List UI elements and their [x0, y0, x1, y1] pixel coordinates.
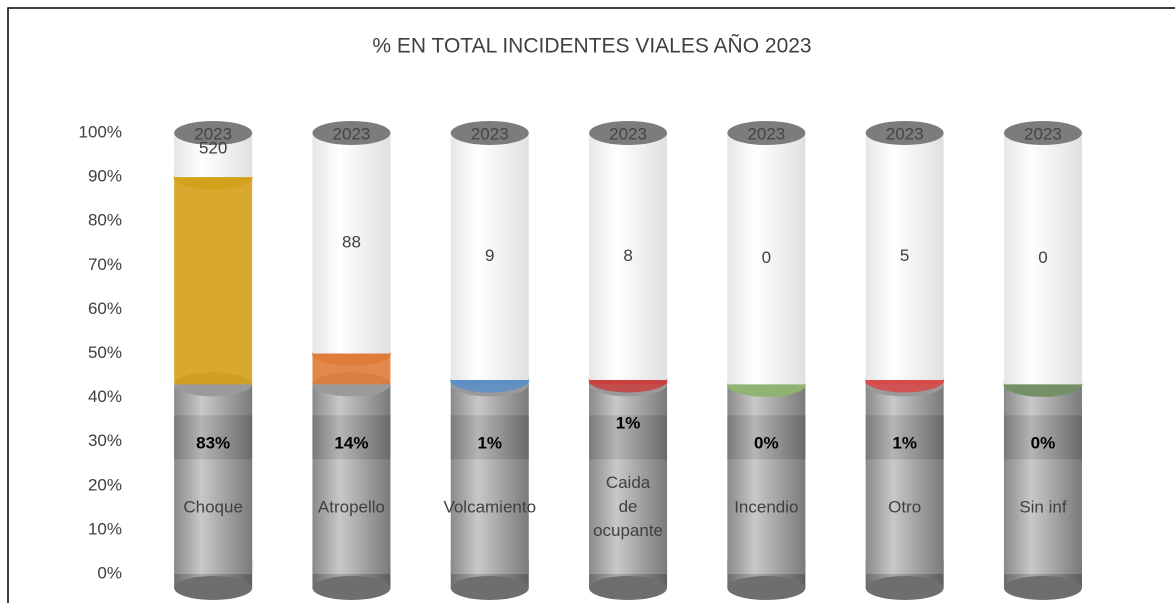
bar-cap [589, 121, 668, 145]
x-tick-label: Choque [183, 497, 243, 516]
bar-segment [589, 372, 668, 574]
y-tick-label: 10% [88, 519, 122, 538]
y-tick-label: 40% [88, 387, 122, 406]
pct-label: 0% [1031, 433, 1056, 452]
y-tick-label: 60% [88, 299, 122, 318]
bar-body [450, 384, 529, 574]
bar-segment [727, 121, 806, 385]
bar-segment [173, 164, 253, 385]
count-label: 520 [199, 139, 227, 158]
bar-segment [727, 372, 806, 574]
count-label: 8 [623, 246, 632, 265]
chart-title: % EN TOTAL INCIDENTES VIALES AÑO 2023 [372, 34, 811, 58]
bar-body [865, 133, 944, 380]
y-tick-label: 90% [88, 167, 122, 186]
bar-body [589, 133, 668, 380]
bar-band [450, 415, 529, 460]
bar-body [312, 133, 391, 354]
x-tick-label: Sin inf [1019, 497, 1067, 516]
bar-cap [450, 121, 529, 145]
y-tick-label: 30% [88, 431, 122, 450]
count-label: 9 [485, 246, 494, 265]
cylinder-base-cap [450, 576, 529, 600]
pct-label: 1% [616, 414, 641, 433]
cylinder-base-cap [312, 576, 391, 600]
bar-body [174, 384, 253, 574]
x-tick-label: Atropello [318, 497, 385, 516]
x-tick-label-line: de [619, 497, 638, 516]
bar-segment [865, 372, 944, 574]
bar-body [312, 384, 391, 574]
top-label: 2023 [747, 124, 785, 143]
bar-segment [312, 121, 391, 354]
top-label: 2023 [333, 124, 371, 143]
bar-segment [174, 121, 253, 178]
bar-body [174, 177, 253, 385]
pct-label: 14% [334, 433, 368, 452]
pct-label: 0% [754, 433, 779, 452]
y-tick-label: 20% [88, 475, 122, 494]
cylinder-base-cap [727, 576, 806, 600]
bar-body [1003, 133, 1082, 385]
count-label: 0 [762, 248, 771, 267]
top-label: 2023 [471, 124, 509, 143]
y-tick-label: 0% [97, 563, 122, 582]
top-label: 2023 [609, 124, 647, 143]
bar-band [865, 415, 944, 460]
bar-segment [312, 372, 391, 574]
x-tick-label: Incendio [734, 497, 798, 516]
bar-band [174, 415, 253, 460]
bar-segment [1003, 121, 1082, 385]
x-tick-label: Caida de ocupante [593, 473, 663, 540]
top-label: 2023 [886, 124, 924, 143]
bar-band [727, 415, 806, 460]
bar-segment [589, 121, 668, 380]
bar-band [312, 415, 391, 460]
pct-label: 83% [196, 433, 230, 452]
bar-body [1003, 384, 1082, 574]
bar-body [450, 133, 529, 380]
bar-cap [312, 121, 391, 145]
pct-label: 1% [892, 433, 917, 452]
bar-segment [865, 121, 944, 380]
bar-body [865, 384, 944, 574]
bar-body [727, 133, 806, 385]
count-label: 5 [900, 246, 909, 265]
x-tick-label-line: ocupante [593, 521, 663, 540]
bar-segment [450, 121, 529, 380]
x-tick-label-line: Caida [606, 473, 651, 492]
x-tick-label: Otro [888, 497, 921, 516]
y-tick-label: 80% [88, 211, 122, 230]
top-label: 2023 [1024, 124, 1062, 143]
bar-cap [865, 121, 944, 145]
cylinder-base-cap [1003, 576, 1082, 600]
bar-body [727, 384, 806, 574]
y-tick-label: 70% [88, 255, 122, 274]
cylinder-base-cap [865, 576, 944, 600]
cylinder-base-cap [589, 576, 668, 600]
bar-segment [450, 372, 529, 574]
y-tick-label: 100% [79, 122, 122, 141]
chart-border [7, 7, 1175, 603]
y-tick-label: 50% [88, 343, 122, 362]
pct-label: 1% [477, 433, 502, 452]
count-label: 88 [342, 233, 361, 252]
x-tick-label: Volcamiento [443, 497, 536, 516]
bar-band [589, 415, 668, 460]
bar-cap [1003, 121, 1082, 145]
bar-segment [174, 372, 253, 574]
count-label: 0 [1038, 248, 1047, 267]
top-label: 2023 [194, 124, 232, 143]
bar-cap [727, 121, 806, 145]
bar-band [1003, 415, 1082, 460]
cylinder-base-cap [174, 576, 253, 600]
bar-cap [174, 121, 253, 145]
bar-segment [1003, 372, 1082, 574]
